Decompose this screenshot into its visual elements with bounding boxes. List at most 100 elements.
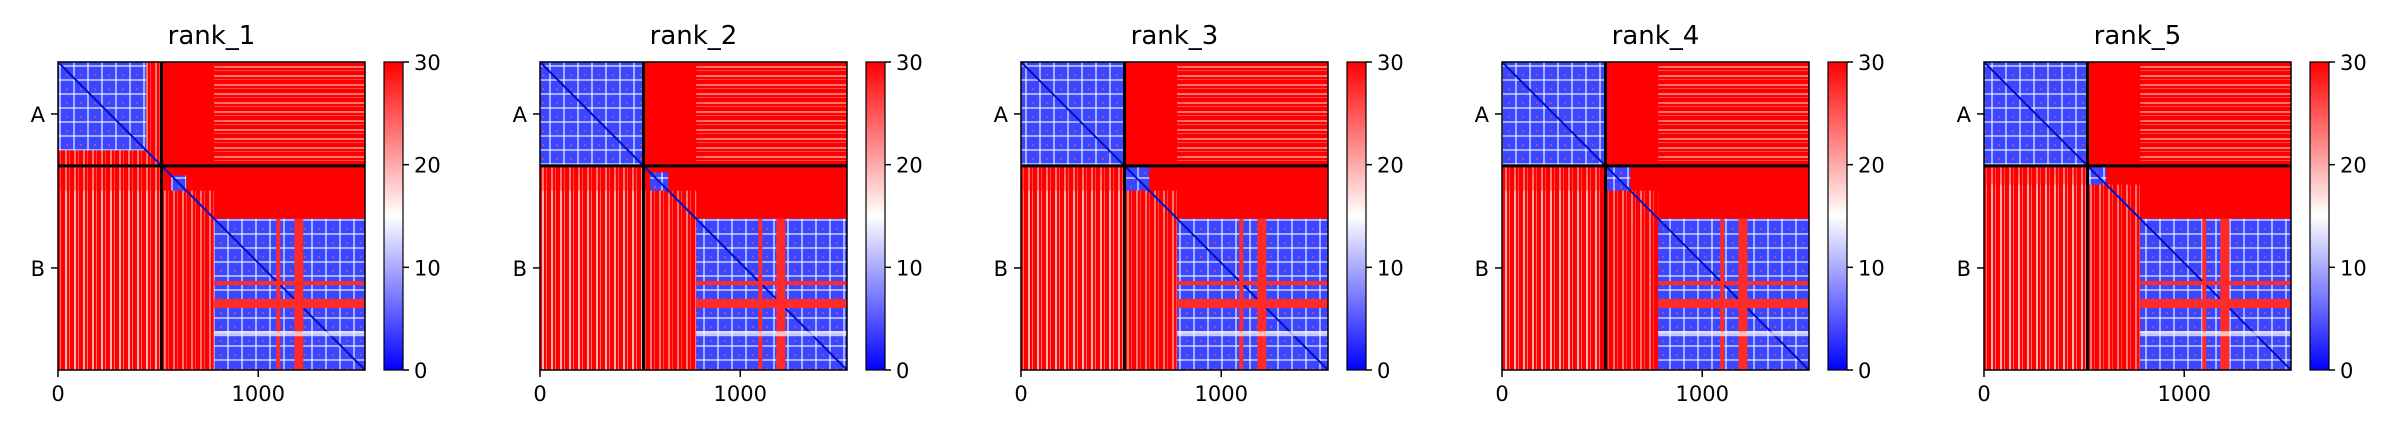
x-tick-label-0: 0: [51, 382, 64, 406]
diagonal-line: [1983, 61, 2292, 371]
heatmap-frame: [1983, 61, 2292, 371]
heatmap-frame: [1020, 61, 1329, 371]
colorbar-tick-label-20: 20: [1858, 154, 1885, 178]
colorbar-tick-label-0: 0: [1858, 359, 1871, 383]
colorbar-tick-label-20: 20: [2340, 154, 2367, 178]
y-chain-label-B: B: [1475, 257, 1489, 281]
colorbar-tick-label-10: 10: [1377, 256, 1404, 280]
heatmap-texture-lower-left: [540, 190, 697, 370]
colorbar-tick-label-20: 20: [896, 154, 923, 178]
heatmap-panel-4: rank_4 0 1000 A B 0 10 20 30: [1475, 21, 1885, 406]
chain-b-red-row-1: [214, 299, 365, 309]
chain-b-red-row-2: [1658, 280, 1809, 286]
colorbar-tick-label-0: 0: [1377, 359, 1390, 383]
heatmap-frame: [1501, 61, 1810, 371]
x-tick-label-1000: 1000: [714, 382, 767, 406]
colorbar-tick-label-0: 0: [2340, 359, 2353, 383]
chain-b-light-row: [214, 331, 365, 337]
chain-b-red-row-2: [696, 280, 847, 286]
x-tick-label-1000: 1000: [1195, 382, 1248, 406]
chain-b-red-column-1: [1738, 218, 1748, 370]
x-tick-label-0: 0: [1977, 382, 1990, 406]
colorbar-tick-label-20: 20: [414, 154, 441, 178]
heatmap-panel-5: rank_5 0 1000 A B 0 10 20 30: [1957, 21, 2367, 406]
colorbar-tick-label-20: 20: [1377, 154, 1404, 178]
colorbar-tick-label-10: 10: [2340, 256, 2367, 280]
chain-b-red-row-2: [2140, 280, 2291, 286]
colorbar: [2309, 61, 2330, 371]
heatmap-texture-lower-left: [1021, 190, 1178, 370]
chain-b-light-row: [1177, 331, 1328, 337]
chain-b-red-column-2: [1720, 218, 1725, 370]
panel-title: rank_4: [1612, 21, 1700, 51]
chain-b-red-column-1: [1257, 218, 1267, 370]
heatmap-panel-1: rank_1 0 1000 A B 0 10 20 30: [31, 21, 441, 406]
y-chain-label-A: A: [1475, 103, 1490, 127]
colorbar-tick-label-10: 10: [414, 256, 441, 280]
colorbar-tick-label-0: 0: [896, 359, 909, 383]
colorbar-tick-label-10: 10: [896, 256, 923, 280]
x-tick-label-0: 0: [533, 382, 546, 406]
y-chain-label-B: B: [31, 257, 45, 281]
colorbar-tick-label-30: 30: [2340, 51, 2367, 75]
heatmap-texture-upper-right: [2140, 62, 2291, 166]
colorbar-tick-label-30: 30: [1377, 51, 1404, 75]
chain-b-red-column-2: [2202, 218, 2207, 370]
panel-title: rank_3: [1131, 21, 1219, 51]
heatmap-texture-upper-right: [696, 62, 847, 166]
y-chain-label-A: A: [513, 103, 528, 127]
chain-b-light-row: [2140, 331, 2291, 337]
panel-title: rank_5: [2094, 21, 2182, 51]
heatmap-frame: [57, 61, 366, 371]
chain-b-red-column-2: [1239, 218, 1244, 370]
heatmap-texture-upper-right: [214, 62, 365, 166]
chain-b-red-row-1: [1658, 299, 1809, 309]
heatmap-panel-3: rank_3 0 1000 A B 0 10 20 30: [994, 21, 1404, 406]
heatmap-texture-lower-left: [1984, 184, 2141, 370]
heatmap-texture-upper-right: [1658, 62, 1809, 166]
heatmap-texture-upper-right: [1177, 62, 1328, 166]
heatmap-texture-lower-left: [58, 190, 215, 370]
x-tick-label-1000: 1000: [1676, 382, 1729, 406]
chain-b-red-column-1: [294, 218, 304, 370]
heatmap-frame: [539, 61, 848, 371]
heatmap-texture-lower-left: [1502, 190, 1659, 370]
colorbar: [1346, 61, 1367, 371]
colorbar-tick-label-30: 30: [414, 51, 441, 75]
chain-b-red-row-2: [214, 280, 365, 286]
diagonal-line: [539, 61, 848, 371]
chain-b-red-row-2: [1177, 280, 1328, 286]
diagonal-line: [1020, 61, 1329, 371]
panel-title: rank_2: [650, 21, 738, 51]
chain-b-red-row-1: [1177, 299, 1328, 309]
x-tick-label-1000: 1000: [2158, 382, 2211, 406]
diagonal-line: [57, 61, 366, 371]
y-chain-label-B: B: [1957, 257, 1971, 281]
y-chain-label-B: B: [994, 257, 1008, 281]
y-chain-label-A: A: [31, 103, 46, 127]
colorbar-tick-label-10: 10: [1858, 256, 1885, 280]
x-tick-label-0: 0: [1014, 382, 1027, 406]
chain-b-red-column-1: [2220, 218, 2230, 370]
y-chain-label-B: B: [513, 257, 527, 281]
chain-b-red-column-2: [758, 218, 763, 370]
colorbar-tick-label-0: 0: [414, 359, 427, 383]
colorbar-tick-label-30: 30: [1858, 51, 1885, 75]
chain-b-light-row: [696, 331, 847, 337]
colorbar: [1827, 61, 1848, 371]
colorbar: [865, 61, 886, 371]
chain-b-light-row: [1658, 331, 1809, 337]
diagonal-line: [1501, 61, 1810, 371]
chain-b-red-column-1: [776, 218, 786, 370]
colorbar-tick-label-30: 30: [896, 51, 923, 75]
heatmap-panel-2: rank_2 0 1000 A B 0 10 20 30: [513, 21, 923, 406]
chain-b-red-row-1: [696, 299, 847, 309]
chain-b-red-row-1: [2140, 299, 2291, 309]
y-chain-label-A: A: [1957, 103, 1972, 127]
chain-b-red-column-2: [276, 218, 281, 370]
x-tick-label-0: 0: [1495, 382, 1508, 406]
colorbar: [383, 61, 404, 371]
x-tick-label-1000: 1000: [232, 382, 285, 406]
panel-title: rank_1: [168, 21, 256, 51]
